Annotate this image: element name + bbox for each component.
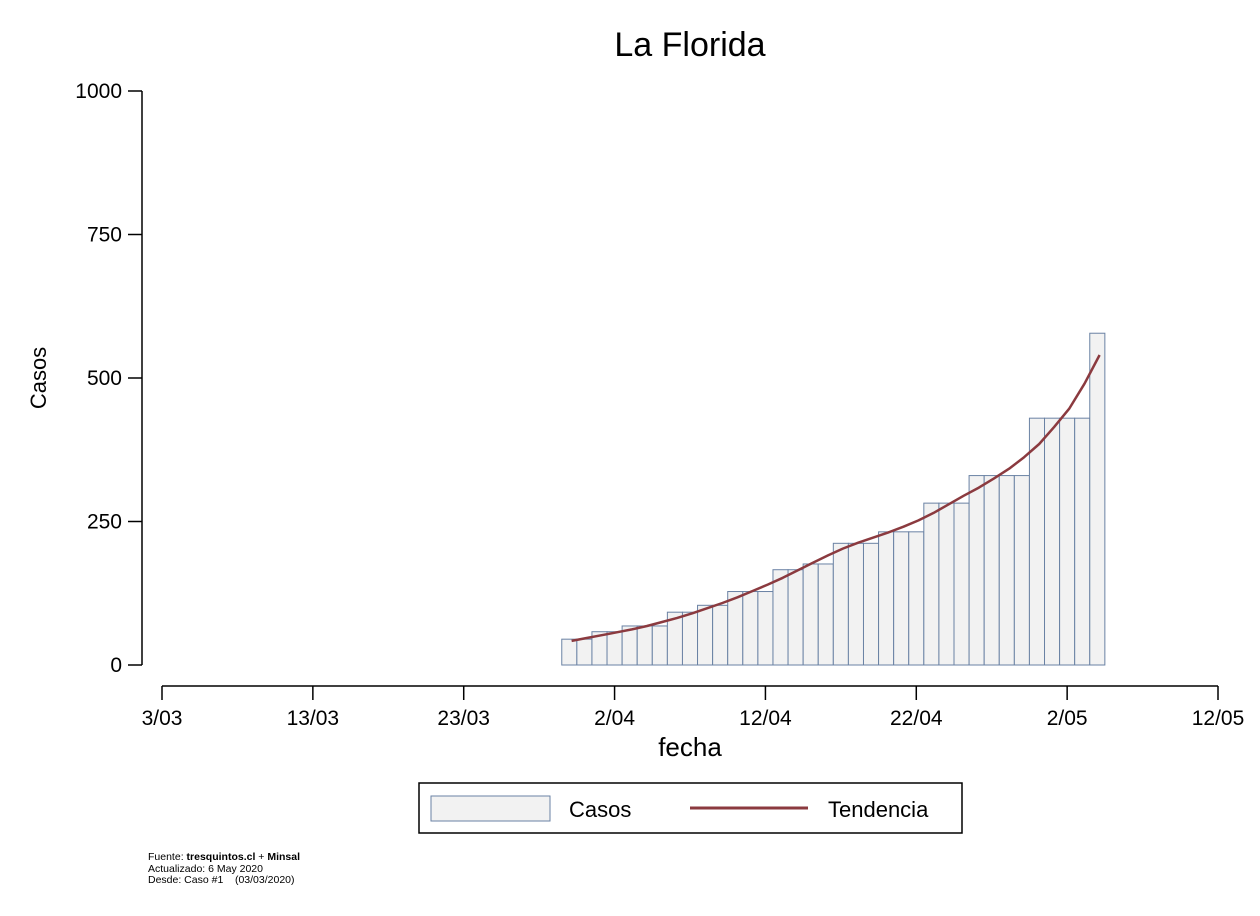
bar <box>998 475 1015 666</box>
footnote-updated: Actualizado: 6 May 2020 <box>148 862 263 875</box>
x-axis: 3/03 13/03 23/03 2/04 12/04 22/04 2/05 12/05 <box>142 685 1245 730</box>
x-tick-label: 12/04 <box>739 707 792 730</box>
x-tick-label: 2/04 <box>594 707 635 730</box>
bar <box>636 625 653 666</box>
x-tick-label: 2/05 <box>1047 707 1088 730</box>
x-tick-label: 13/03 <box>287 707 340 730</box>
bar <box>983 475 1000 666</box>
bar <box>1074 417 1091 666</box>
trend-line <box>571 354 1101 643</box>
legend-label-casos: Casos <box>569 797 631 822</box>
bar <box>561 638 578 666</box>
x-tick-label: 23/03 <box>437 707 490 730</box>
y-axis-label: Casos <box>26 347 51 409</box>
footnote-source-label: Fuente: <box>148 851 187 863</box>
x-tick-label: 22/04 <box>890 707 943 730</box>
bar <box>787 569 804 666</box>
footnote-source: Fuente: tresquintos.cl + Minsal <box>148 851 301 864</box>
bar <box>651 625 668 666</box>
footnote-source-site: tresquintos.cl <box>186 851 256 863</box>
x-axis-label: fecha <box>658 732 722 762</box>
x-tick-label: 3/03 <box>142 707 183 730</box>
y-axis: 0 250 500 750 1000 <box>75 80 143 677</box>
bar <box>908 531 925 666</box>
bar <box>802 563 819 666</box>
bar <box>923 502 940 666</box>
bar <box>847 542 864 666</box>
footnote-source-plus: + <box>255 851 268 863</box>
bar <box>938 502 955 666</box>
bar <box>953 502 970 666</box>
bar <box>772 569 789 666</box>
bar <box>606 631 623 666</box>
legend-label-tendencia: Tendencia <box>828 797 929 822</box>
bar <box>1044 417 1061 666</box>
bar <box>757 591 774 666</box>
bar <box>1089 332 1106 666</box>
bar <box>968 475 985 666</box>
bar <box>712 604 729 666</box>
bar <box>893 531 910 666</box>
bar <box>832 542 849 666</box>
y-tick-label: 0 <box>110 654 122 677</box>
bar-series-casos <box>561 332 1106 666</box>
line-series-tendencia <box>571 354 1101 643</box>
bar <box>697 604 714 666</box>
y-tick-label: 250 <box>87 511 122 534</box>
x-tick-label: 12/05 <box>1192 707 1245 730</box>
footnote-source-org: Minsal <box>267 851 301 863</box>
footnote: Fuente: tresquintos.cl + Minsal Actualiz… <box>148 851 301 887</box>
bar <box>817 563 834 666</box>
bar <box>1028 417 1046 666</box>
bar <box>862 542 880 666</box>
bar <box>878 531 895 666</box>
y-tick-label: 500 <box>87 367 122 390</box>
bar <box>576 638 593 666</box>
bar <box>727 591 744 666</box>
bar <box>1013 475 1030 666</box>
footnote-since: Desde: Caso #1 (03/03/2020) <box>148 874 295 886</box>
bar <box>681 611 699 666</box>
chart-title: La Florida <box>614 26 765 64</box>
bar <box>1059 417 1076 666</box>
bar <box>742 591 759 666</box>
y-tick-label: 750 <box>87 224 122 247</box>
y-tick-label: 1000 <box>75 80 122 103</box>
legend: Casos Tendencia <box>418 782 963 834</box>
legend-swatch-casos <box>430 795 551 822</box>
